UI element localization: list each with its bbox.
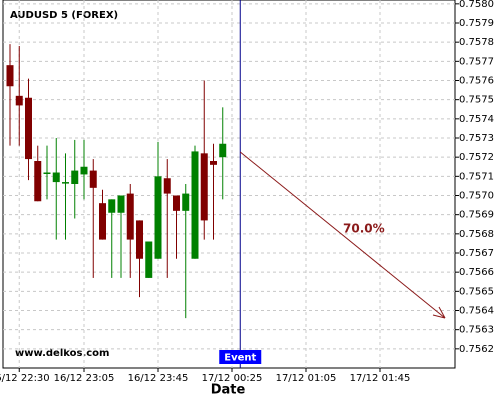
y-tick-label: 0.7564: [459, 306, 494, 317]
candle-body: [62, 182, 69, 184]
projection-arrow: [239, 151, 446, 319]
candle-body: [117, 195, 125, 213]
x-tick-label: 16/12 23:05: [54, 373, 115, 384]
y-tick-label: 0.7575: [459, 95, 494, 106]
x-tick-label: 16/12 23:45: [128, 373, 189, 384]
candle-body: [200, 153, 208, 221]
chart-title: AUDUSD 5 (FOREX): [10, 10, 118, 21]
candle-body: [52, 172, 60, 183]
y-tick-label: 0.7571: [459, 171, 494, 182]
projection-arrowhead: [432, 306, 446, 319]
y-tick-label: 0.7565: [459, 286, 494, 297]
candle-body: [210, 161, 217, 165]
projection-label: 70.0%: [343, 222, 385, 236]
candle-body: [182, 193, 190, 211]
event-label: Event: [224, 353, 256, 364]
x-tick-label: 17/12 00:25: [202, 373, 263, 384]
candle-body: [145, 241, 153, 278]
y-tick-label: 0.7572: [459, 152, 494, 163]
y-tick-label: 0.7574: [459, 114, 494, 125]
candle-body: [191, 151, 199, 259]
candle-body: [6, 65, 14, 87]
y-tick-label: 0.7570: [459, 191, 494, 202]
candle-body: [34, 161, 42, 202]
candle-body: [126, 193, 134, 240]
candle-body: [163, 178, 171, 194]
candle-body: [25, 97, 32, 160]
event-box: [219, 350, 262, 364]
candle-body: [15, 95, 23, 106]
candle-body: [173, 195, 180, 211]
y-tick-label: 0.7569: [459, 210, 494, 221]
candle-body: [80, 166, 88, 175]
watermark: www.delkos.com: [15, 348, 109, 359]
y-tick-label: 0.7578: [459, 37, 494, 48]
y-tick-label: 0.7576: [459, 76, 494, 87]
candle-body: [89, 170, 97, 188]
y-tick-label: 0.7577: [459, 56, 494, 67]
x-tick-label: 16/12 22:30: [0, 373, 50, 384]
y-tick-label: 0.7573: [459, 133, 494, 144]
y-tick-label: 0.7580: [459, 0, 494, 10]
candle-body: [219, 143, 227, 158]
y-tick-label: 0.7567: [459, 248, 494, 259]
x-tick-label: 17/12 01:45: [350, 373, 411, 384]
y-tick-label: 0.7566: [459, 267, 494, 278]
plot-frame: [2, 0, 456, 369]
y-tick-label: 0.7579: [459, 18, 494, 29]
candle-body: [43, 172, 51, 174]
candle-body: [154, 176, 162, 259]
y-tick-label: 0.7562: [459, 344, 494, 355]
x-axis-label: Date: [211, 383, 246, 398]
y-tick-label: 0.7568: [459, 229, 494, 240]
candle-body: [99, 203, 106, 240]
candle-body: [108, 199, 116, 213]
candle-body: [136, 220, 143, 259]
x-tick-label: 17/12 01:05: [276, 373, 337, 384]
candle-body: [71, 170, 79, 184]
y-tick-label: 0.7563: [459, 325, 494, 336]
